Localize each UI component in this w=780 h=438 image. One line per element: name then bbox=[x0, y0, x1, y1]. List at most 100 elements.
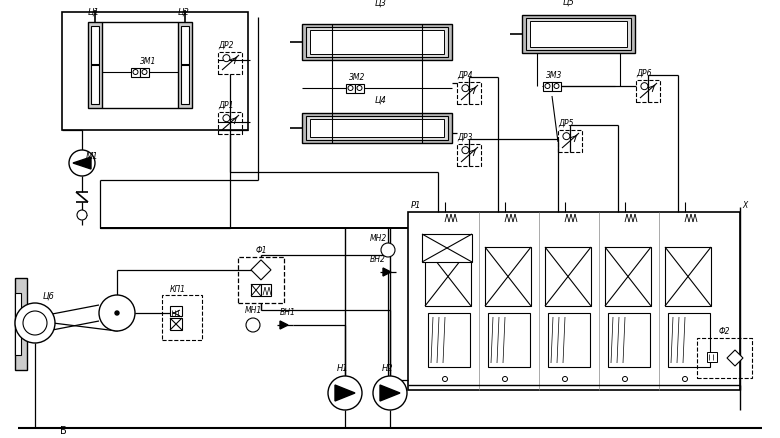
Text: ДР4: ДР4 bbox=[457, 71, 473, 80]
Circle shape bbox=[348, 85, 353, 91]
Bar bbox=[88, 22, 102, 108]
Polygon shape bbox=[383, 268, 391, 276]
Bar bbox=[545, 247, 591, 306]
Text: ВН2: ВН2 bbox=[370, 255, 386, 264]
Circle shape bbox=[381, 243, 395, 257]
Bar bbox=[238, 257, 284, 303]
Bar bbox=[422, 234, 472, 262]
Bar bbox=[218, 52, 242, 74]
Circle shape bbox=[357, 85, 362, 91]
Polygon shape bbox=[280, 321, 288, 329]
Bar bbox=[605, 247, 651, 306]
Circle shape bbox=[502, 377, 508, 381]
Bar bbox=[306, 116, 448, 140]
Bar bbox=[530, 21, 627, 47]
Text: ЗМ1: ЗМ1 bbox=[140, 57, 156, 66]
Text: Н2: Н2 bbox=[382, 364, 394, 373]
Bar bbox=[526, 18, 631, 50]
Text: Ц3: Ц3 bbox=[375, 0, 387, 8]
Circle shape bbox=[77, 210, 87, 220]
Bar bbox=[428, 313, 470, 367]
Bar bbox=[548, 313, 590, 367]
Text: ВН1: ВН1 bbox=[280, 308, 296, 317]
Text: МН1: МН1 bbox=[245, 306, 262, 315]
Circle shape bbox=[15, 303, 55, 343]
Bar bbox=[552, 81, 561, 91]
Text: МН2: МН2 bbox=[370, 234, 387, 243]
Text: Ц4: Ц4 bbox=[375, 96, 387, 105]
Text: ЗМ2: ЗМ2 bbox=[349, 73, 365, 81]
Text: Н1: Н1 bbox=[337, 364, 349, 373]
Polygon shape bbox=[335, 385, 355, 401]
Bar bbox=[558, 130, 582, 152]
Circle shape bbox=[442, 377, 448, 381]
Circle shape bbox=[223, 115, 230, 122]
Bar bbox=[707, 352, 717, 362]
Text: М1: М1 bbox=[86, 152, 98, 161]
Circle shape bbox=[462, 85, 469, 92]
Bar bbox=[15, 293, 21, 355]
Text: Ц2: Ц2 bbox=[178, 8, 190, 17]
Bar bbox=[425, 247, 471, 306]
Circle shape bbox=[133, 70, 138, 74]
Circle shape bbox=[246, 318, 260, 332]
Bar bbox=[408, 212, 740, 390]
Circle shape bbox=[562, 377, 568, 381]
Bar bbox=[181, 26, 189, 104]
Bar bbox=[355, 84, 364, 92]
Text: Б: Б bbox=[60, 426, 67, 436]
Bar bbox=[131, 67, 140, 77]
Text: ДР5: ДР5 bbox=[558, 119, 573, 128]
Circle shape bbox=[622, 377, 627, 381]
Text: Ц1: Ц1 bbox=[88, 8, 100, 17]
Text: X: X bbox=[742, 201, 747, 210]
Text: КП1: КП1 bbox=[170, 285, 186, 294]
Bar bbox=[15, 278, 27, 370]
Bar bbox=[485, 247, 531, 306]
Bar bbox=[346, 84, 355, 92]
Circle shape bbox=[554, 84, 559, 88]
Polygon shape bbox=[380, 385, 400, 401]
Text: ДР3: ДР3 bbox=[457, 133, 473, 142]
Text: Ф2: Ф2 bbox=[719, 327, 731, 336]
Bar bbox=[522, 15, 635, 53]
Text: Ц6: Ц6 bbox=[43, 292, 55, 301]
Circle shape bbox=[641, 83, 648, 90]
Circle shape bbox=[99, 295, 135, 331]
Bar bbox=[608, 313, 650, 367]
Circle shape bbox=[563, 133, 570, 140]
Text: ДР6: ДР6 bbox=[636, 69, 651, 78]
Bar bbox=[140, 67, 149, 77]
Circle shape bbox=[69, 150, 95, 176]
Circle shape bbox=[682, 377, 687, 381]
Polygon shape bbox=[73, 157, 91, 169]
Text: Ф1: Ф1 bbox=[256, 246, 268, 255]
Bar bbox=[457, 144, 481, 166]
Bar bbox=[636, 80, 660, 102]
Bar bbox=[310, 30, 444, 54]
Bar bbox=[665, 247, 711, 306]
Bar bbox=[218, 112, 242, 134]
Bar bbox=[170, 306, 182, 316]
Bar bbox=[178, 22, 192, 108]
Circle shape bbox=[23, 311, 47, 335]
Circle shape bbox=[373, 376, 407, 410]
Bar bbox=[261, 284, 271, 296]
Text: Р1: Р1 bbox=[411, 201, 421, 210]
Bar bbox=[668, 313, 710, 367]
Bar bbox=[91, 26, 99, 104]
Bar bbox=[170, 318, 182, 330]
Bar bbox=[302, 113, 452, 143]
Polygon shape bbox=[251, 260, 271, 280]
Circle shape bbox=[545, 84, 550, 88]
Bar bbox=[457, 82, 481, 104]
Bar bbox=[162, 295, 202, 340]
Text: ЗМ3: ЗМ3 bbox=[546, 71, 562, 80]
Text: ДР1: ДР1 bbox=[218, 101, 233, 110]
Circle shape bbox=[462, 147, 469, 154]
Bar bbox=[488, 313, 530, 367]
Bar bbox=[62, 12, 248, 130]
Text: Ц5: Ц5 bbox=[563, 0, 575, 7]
Text: ДР2: ДР2 bbox=[218, 41, 233, 50]
Circle shape bbox=[142, 70, 147, 74]
